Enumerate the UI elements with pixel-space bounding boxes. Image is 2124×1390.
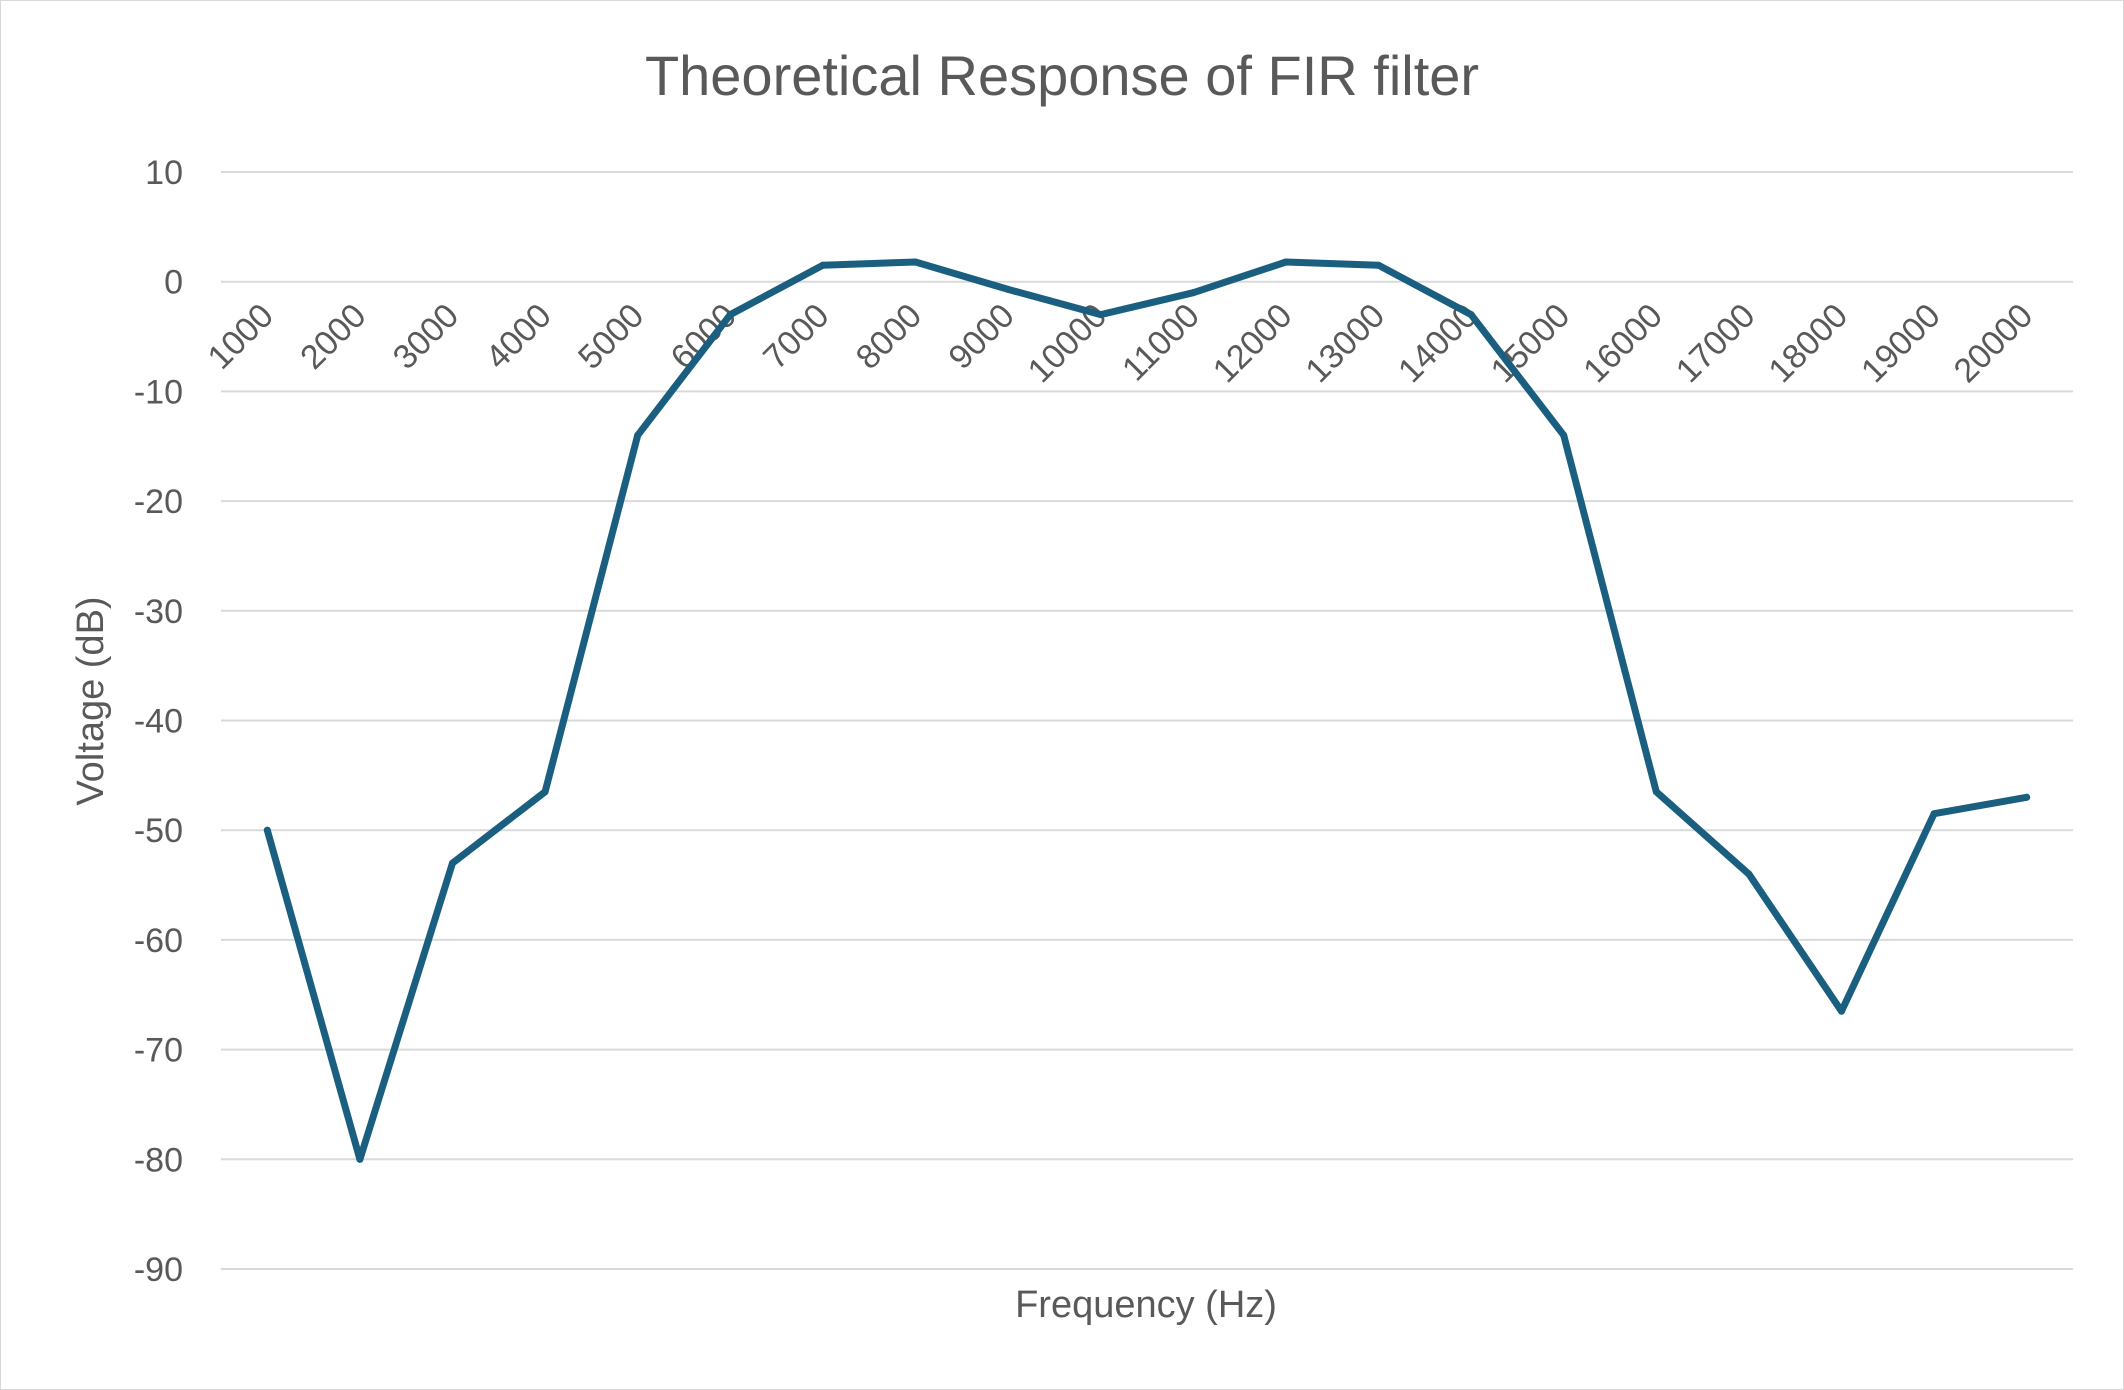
series-line — [263, 258, 2031, 1163]
x-tick-label: 12000 — [1206, 296, 1300, 390]
y-tick-label: -30 — [134, 593, 183, 631]
data-point — [634, 431, 642, 439]
x-tick-label: 18000 — [1761, 296, 1855, 390]
x-tick-label: 8000 — [849, 296, 929, 376]
x-tick-label: 5000 — [571, 296, 651, 376]
data-point — [819, 261, 827, 269]
y-tick-label: 10 — [145, 154, 183, 192]
data-point — [449, 859, 456, 867]
data-point — [541, 788, 549, 796]
data-point — [912, 258, 919, 266]
x-axis-label: Frequency (Hz) — [1015, 1284, 1277, 1326]
x-tick-label: 1000 — [201, 296, 281, 376]
x-tick-label: 13000 — [1298, 296, 1392, 390]
x-tick-label: 20000 — [1947, 296, 2041, 390]
y-tick-label: -20 — [134, 483, 183, 521]
x-tick-label: 15000 — [1484, 296, 1578, 390]
y-tick-label: -40 — [134, 703, 183, 741]
x-tick-label: 6000 — [664, 296, 744, 376]
y-tick-label: -90 — [134, 1251, 183, 1289]
y-tick-label: -50 — [134, 812, 183, 850]
data-point — [1189, 289, 1197, 297]
x-tick-label: 19000 — [1854, 296, 1948, 390]
chart-title: Theoretical Response of FIR filter — [645, 44, 1479, 107]
y-axis-label: Voltage (dB) — [70, 596, 112, 805]
x-tick-label: 16000 — [1576, 296, 1670, 390]
data-point — [1097, 311, 1105, 319]
x-tick-label: 4000 — [478, 296, 558, 376]
x-tick-label: 9000 — [941, 296, 1021, 376]
y-tick-label: -80 — [134, 1141, 183, 1179]
data-point — [1282, 258, 1290, 266]
y-axis-ticks: 10 0 -10 -20 -30 -40 -50 -60 -70 -80 -90 — [134, 154, 183, 1289]
data-point — [1745, 870, 1753, 878]
x-tick-label: 3000 — [386, 296, 466, 376]
series-layer — [263, 258, 2031, 1163]
x-tick-label: 2000 — [293, 296, 373, 376]
data-point — [1652, 788, 1660, 796]
data-point — [1004, 285, 1012, 293]
x-tick-label: 10000 — [1021, 296, 1115, 390]
data-point — [263, 826, 271, 834]
data-point — [1930, 810, 1938, 818]
gridlines — [221, 171, 2073, 1270]
data-point — [1467, 311, 1475, 319]
y-tick-label: -70 — [134, 1032, 183, 1070]
y-tick-label: -60 — [134, 922, 183, 960]
data-point — [1560, 431, 1568, 439]
data-point — [356, 1155, 364, 1163]
x-tick-label: 7000 — [756, 296, 836, 376]
data-point — [726, 311, 734, 319]
y-tick-label: 0 — [164, 264, 183, 302]
data-point — [2023, 793, 2031, 801]
x-tick-label: 17000 — [1669, 296, 1763, 390]
data-point — [1375, 261, 1382, 269]
data-point — [1838, 1007, 1845, 1015]
y-tick-label: -10 — [134, 373, 183, 411]
